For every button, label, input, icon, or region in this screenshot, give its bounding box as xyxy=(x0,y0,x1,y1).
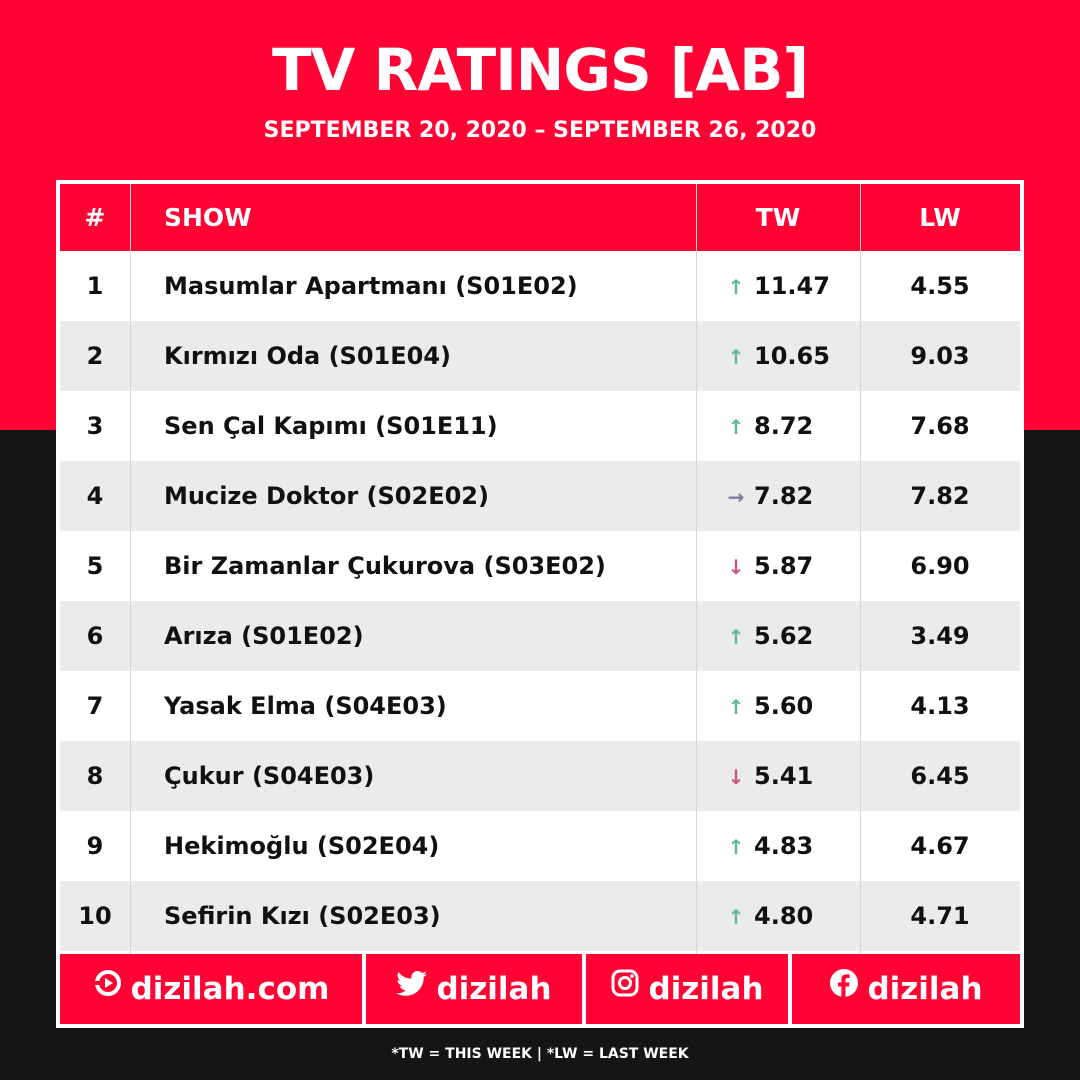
rank-cell: 5 xyxy=(86,552,104,580)
website-label: dizilah.com xyxy=(130,971,330,1007)
this-week-cell: ↓ 5.87 xyxy=(724,531,860,601)
rank-cell: 9 xyxy=(86,832,104,860)
table-row: 7 Yasak Elma (S04E03) ↑ 5.60 4.13 xyxy=(60,671,1020,741)
arrow-down-icon: ↓ xyxy=(727,555,745,579)
arrow-up-icon: ↑ xyxy=(727,275,745,299)
table-row: 6 Arıza (S01E02) ↑ 5.62 3.49 xyxy=(60,601,1020,671)
arrow-down-icon: ↓ xyxy=(727,765,745,789)
table-header: # SHOW TW LW xyxy=(60,184,1020,251)
this-week-value: 5.41 xyxy=(754,762,814,790)
website-link[interactable]: dizilah.com xyxy=(60,954,362,1024)
twitter-label: dizilah xyxy=(436,971,552,1007)
this-week-cell: → 7.82 xyxy=(724,461,860,531)
this-week-value: 5.62 xyxy=(754,622,814,650)
show-title-cell: Sefirin Kızı (S02E03) xyxy=(164,902,441,930)
show-title-cell: Çukur (S04E03) xyxy=(164,762,375,790)
this-week-value: 5.87 xyxy=(754,552,814,580)
date-range: SEPTEMBER 20, 2020 – SEPTEMBER 26, 2020 xyxy=(263,118,817,143)
last-week-cell: 6.45 xyxy=(910,762,970,790)
rank-cell: 7 xyxy=(86,692,104,720)
arrow-up-icon: ↑ xyxy=(727,415,745,439)
ratings-table-body: 1 Masumlar Apartmanı (S01E02) ↑ 11.47 4.55 2 K… xyxy=(60,251,1020,951)
facebook-label: dizilah xyxy=(867,971,983,1007)
page-title: TV RATINGS [AB] xyxy=(271,36,809,104)
rank-cell: 1 xyxy=(86,272,104,300)
rank-cell: 2 xyxy=(86,342,104,370)
last-week-cell: 6.90 xyxy=(910,552,970,580)
arrow-up-icon: ↑ xyxy=(727,905,745,929)
this-week-cell: ↑ 8.72 xyxy=(724,391,860,461)
show-title-cell: Yasak Elma (S04E03) xyxy=(164,692,447,720)
this-week-cell: ↑ 4.83 xyxy=(724,811,860,881)
show-title-cell: Mucize Doktor (S02E02) xyxy=(164,482,489,510)
social-footer: dizilah.com dizilah dizilah xyxy=(60,954,1020,1024)
rank-cell: 8 xyxy=(86,762,104,790)
rank-cell: 10 xyxy=(78,902,112,930)
column-header-last-week: LW xyxy=(919,203,961,232)
arrow-up-icon: ↑ xyxy=(727,835,745,859)
twitter-icon xyxy=(396,953,428,1023)
this-week-value: 10.65 xyxy=(754,342,830,370)
column-header-this-week: TW xyxy=(755,203,801,232)
column-divider xyxy=(130,184,131,954)
table-row: 4 Mucize Doktor (S02E02) → 7.82 7.82 xyxy=(60,461,1020,531)
last-week-cell: 9.03 xyxy=(910,342,970,370)
show-title-cell: Sen Çal Kapımı (S01E11) xyxy=(164,412,498,440)
table-row: 10 Sefirin Kızı (S02E03) ↑ 4.80 4.71 xyxy=(60,881,1020,951)
this-week-cell: ↑ 10.65 xyxy=(724,321,860,391)
ratings-card: # SHOW TW LW 1 Masumlar Apartmanı (S01E02… xyxy=(56,180,1024,1028)
show-title-cell: Kırmızı Oda (S01E04) xyxy=(164,342,451,370)
this-week-value: 4.83 xyxy=(754,832,814,860)
this-week-cell: ↓ 5.41 xyxy=(724,741,860,811)
last-week-cell: 7.82 xyxy=(910,482,970,510)
arrow-right-icon: → xyxy=(727,485,745,509)
this-week-cell: ↑ 5.60 xyxy=(724,671,860,741)
this-week-value: 4.80 xyxy=(754,902,814,930)
show-title-cell: Masumlar Apartmanı (S01E02) xyxy=(164,272,578,300)
show-title-cell: Bir Zamanlar Çukurova (S03E02) xyxy=(164,552,606,580)
rank-cell: 4 xyxy=(86,482,104,510)
column-divider xyxy=(860,184,861,954)
last-week-cell: 4.71 xyxy=(910,902,970,930)
show-title-cell: Hekimoğlu (S02E04) xyxy=(164,832,440,860)
facebook-icon xyxy=(829,953,859,1023)
table-row: 9 Hekimoğlu (S02E04) ↑ 4.83 4.67 xyxy=(60,811,1020,881)
arrow-up-icon: ↑ xyxy=(727,345,745,369)
instagram-link[interactable]: dizilah xyxy=(586,954,788,1024)
rank-cell: 6 xyxy=(86,622,104,650)
this-week-value: 7.82 xyxy=(754,482,814,510)
column-header-rank: # xyxy=(84,203,106,232)
twitter-link[interactable]: dizilah xyxy=(366,954,582,1024)
last-week-cell: 4.55 xyxy=(910,272,970,300)
this-week-value: 8.72 xyxy=(754,412,814,440)
legend-note: *TW = THIS WEEK | *LW = LAST WEEK xyxy=(391,1046,689,1062)
column-header-show: SHOW xyxy=(164,203,252,232)
this-week-cell: ↑ 4.80 xyxy=(724,881,860,951)
last-week-cell: 4.13 xyxy=(910,692,970,720)
rank-cell: 3 xyxy=(86,412,104,440)
dizilah-logo-icon xyxy=(93,953,123,1023)
table-row: 5 Bir Zamanlar Çukurova (S03E02) ↓ 5.87 6.90 xyxy=(60,531,1020,601)
column-divider xyxy=(696,184,697,954)
last-week-cell: 7.68 xyxy=(910,412,970,440)
arrow-up-icon: ↑ xyxy=(727,625,745,649)
table-row: 2 Kırmızı Oda (S01E04) ↑ 10.65 9.03 xyxy=(60,321,1020,391)
this-week-value: 11.47 xyxy=(754,272,830,300)
arrow-up-icon: ↑ xyxy=(727,695,745,719)
table-row: 8 Çukur (S04E03) ↓ 5.41 6.45 xyxy=(60,741,1020,811)
instagram-label: dizilah xyxy=(648,971,764,1007)
this-week-value: 5.60 xyxy=(754,692,814,720)
this-week-cell: ↑ 11.47 xyxy=(724,251,860,321)
last-week-cell: 3.49 xyxy=(910,622,970,650)
facebook-link[interactable]: dizilah xyxy=(792,954,1020,1024)
this-week-cell: ↑ 5.62 xyxy=(724,601,860,671)
last-week-cell: 4.67 xyxy=(910,832,970,860)
show-title-cell: Arıza (S01E02) xyxy=(164,622,364,650)
table-row: 3 Sen Çal Kapımı (S01E11) ↑ 8.72 7.68 xyxy=(60,391,1020,461)
table-row: 1 Masumlar Apartmanı (S01E02) ↑ 11.47 4.55 xyxy=(60,251,1020,321)
instagram-icon xyxy=(610,953,640,1023)
